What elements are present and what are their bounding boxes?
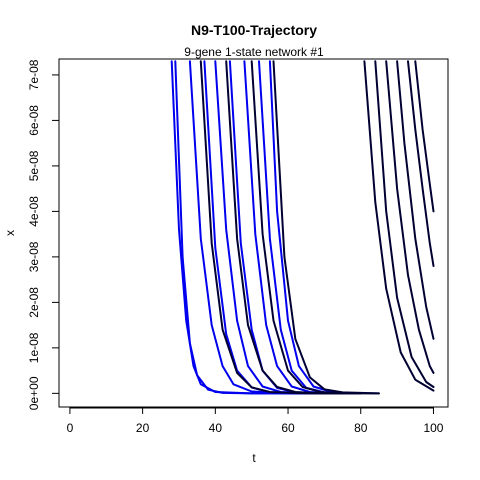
trajectory-line (385, 60, 435, 374)
y-tick-label: 0e+00 (27, 376, 41, 410)
x-tick-label: 40 (209, 421, 223, 435)
x-tick-label: 20 (136, 421, 150, 435)
trajectory-line (396, 60, 435, 340)
y-tick-label: 7e-08 (27, 59, 41, 90)
y-tick-label: 6e-08 (27, 105, 41, 136)
trajectory-line (374, 60, 435, 388)
y-tick-label: 2e-08 (27, 287, 41, 318)
y-tick-label: 1e-08 (27, 332, 41, 363)
trajectory-line (272, 60, 380, 395)
y-tick-label: 5e-08 (27, 150, 41, 181)
x-tick-label: 80 (354, 421, 368, 435)
x-tick-label: 0 (67, 421, 74, 435)
trajectory-line (225, 60, 362, 395)
y-tick-label: 4e-08 (27, 196, 41, 227)
y-axis: 0e+00 1e-08 2e-08 3e-08 4e-08 5e-08 6e-08 7e-08 (27, 59, 60, 410)
chart-subtitle: 9-gene 1-state network #1 (184, 45, 324, 59)
y-tick-label: 3e-08 (27, 241, 41, 272)
series-lines (170, 60, 435, 395)
y-axis-label: x (3, 230, 17, 236)
trajectory-line (363, 60, 435, 392)
trajectory-line (174, 60, 326, 395)
trajectory-line (407, 60, 435, 267)
x-tick-label: 60 (281, 421, 295, 435)
chart-title: N9-T100-Trajectory (191, 22, 317, 38)
trajectory-line (250, 60, 380, 395)
x-axis: 0 20 40 60 80 100 (67, 407, 444, 435)
x-tick-label: 100 (423, 421, 443, 435)
x-axis-label: t (252, 451, 256, 465)
trajectory-line (414, 60, 435, 213)
